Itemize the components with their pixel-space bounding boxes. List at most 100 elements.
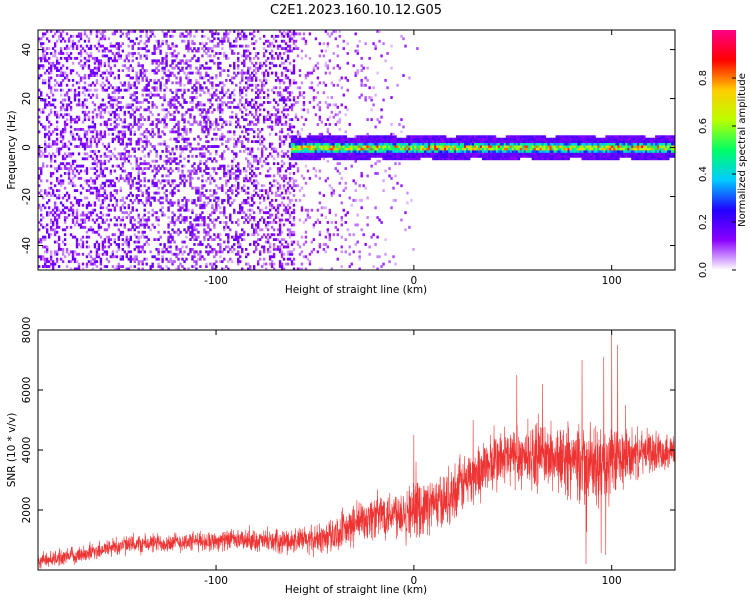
heatmap-cell bbox=[270, 113, 274, 117]
heatmap-cell bbox=[173, 96, 176, 99]
heatmap-cell bbox=[322, 152, 326, 156]
heatmap-cell bbox=[187, 142, 190, 146]
heatmap-cell bbox=[247, 83, 250, 87]
heatmap-cell bbox=[61, 196, 65, 200]
heatmap-cell bbox=[91, 186, 95, 190]
heatmap-cell bbox=[215, 125, 218, 129]
heatmap-cell bbox=[181, 206, 184, 210]
heatmap-cell bbox=[250, 147, 254, 151]
heatmap-cell bbox=[334, 137, 337, 141]
heatmap-cell bbox=[193, 198, 196, 202]
heatmap-cell bbox=[292, 140, 296, 144]
heatmap-cell bbox=[57, 245, 61, 249]
heatmap-cell bbox=[55, 74, 59, 77]
heatmap-cell bbox=[282, 96, 286, 99]
heatmap-cell bbox=[55, 179, 59, 183]
heatmap-cell bbox=[308, 142, 312, 146]
heatmap-cell bbox=[195, 91, 198, 95]
heatmap-cell bbox=[292, 34, 296, 38]
heatmap-cell bbox=[282, 88, 286, 92]
heatmap-cell bbox=[123, 130, 126, 134]
heatmap-cell bbox=[127, 37, 130, 41]
heatmap-cell bbox=[247, 101, 250, 104]
heatmap-cell bbox=[129, 216, 132, 219]
heatmap-cell bbox=[185, 208, 188, 212]
heatmap-cell bbox=[366, 78, 369, 82]
heatmap-cell bbox=[300, 147, 304, 151]
heatmap-cell bbox=[278, 225, 282, 229]
heatmap-cell bbox=[53, 216, 57, 219]
heatmap-cell bbox=[278, 115, 282, 119]
heatmap-cell bbox=[239, 203, 242, 207]
heatmap-cell bbox=[264, 162, 268, 166]
heatmap-cell bbox=[183, 101, 186, 104]
heatmap-cell bbox=[372, 154, 375, 158]
heatmap-cell bbox=[254, 140, 258, 144]
heatmap-cell bbox=[247, 137, 250, 141]
heatmap-cell bbox=[183, 140, 186, 144]
heatmap-cell bbox=[165, 113, 168, 117]
heatmap-cell bbox=[167, 201, 170, 205]
heatmap-cell bbox=[219, 260, 222, 264]
heatmap-cell bbox=[245, 157, 248, 161]
heatmap-cell bbox=[213, 262, 216, 266]
heatmap-cell bbox=[280, 265, 284, 268]
heatmap-cell bbox=[139, 125, 142, 129]
heatmap-cell bbox=[276, 110, 280, 114]
heatmap-cell bbox=[249, 103, 252, 107]
heatmap-cell bbox=[187, 174, 190, 178]
heatmap-cell bbox=[55, 169, 59, 173]
heatmap-cell bbox=[219, 66, 222, 70]
heatmap-cell bbox=[332, 233, 336, 237]
heatmap-cell bbox=[105, 235, 109, 239]
heatmap-cell bbox=[83, 88, 87, 92]
heatmap-cell bbox=[203, 216, 206, 219]
heatmap-cell bbox=[131, 181, 134, 185]
heatmap-cell bbox=[115, 201, 119, 205]
heatmap-cell bbox=[252, 103, 256, 107]
heatmap-cell bbox=[165, 265, 168, 268]
heatmap-cell bbox=[135, 56, 138, 60]
heatmap-cell bbox=[187, 59, 190, 63]
heatmap-cell bbox=[189, 96, 192, 99]
heatmap-cell bbox=[324, 64, 328, 68]
heatmap-cell bbox=[209, 105, 212, 109]
heatmap-cell bbox=[95, 218, 99, 222]
heatmap-cell bbox=[177, 96, 180, 99]
heatmap-cell bbox=[318, 140, 322, 144]
heatmap-cell bbox=[71, 47, 75, 50]
heatmap-cell bbox=[61, 252, 65, 256]
heatmap-cell bbox=[137, 52, 140, 55]
heatmap-cell bbox=[81, 110, 85, 114]
heatmap-cell bbox=[115, 125, 119, 129]
heatmap-cell bbox=[338, 157, 341, 161]
heatmap-cell bbox=[239, 108, 242, 112]
heatmap-cell bbox=[93, 221, 97, 224]
heatmap-cell bbox=[55, 110, 59, 114]
heatmap-cell bbox=[75, 145, 79, 148]
heatmap-cell bbox=[117, 91, 121, 95]
heatmap-cell bbox=[51, 98, 55, 102]
heatmap-cell bbox=[211, 221, 214, 224]
heatmap-cell bbox=[360, 150, 363, 153]
heatmap-cell bbox=[177, 265, 180, 268]
heatmap-cell bbox=[195, 262, 198, 266]
heatmap-cell bbox=[77, 172, 81, 175]
heatmap-cell bbox=[69, 52, 73, 55]
heatmap-cell bbox=[63, 120, 67, 124]
heatmap-cell bbox=[221, 211, 224, 215]
heatmap-cell bbox=[211, 83, 214, 87]
heatmap-cell bbox=[239, 243, 242, 246]
heatmap-cell bbox=[189, 130, 192, 134]
heatmap-cell bbox=[173, 137, 176, 141]
heatmap-cell bbox=[187, 120, 190, 124]
heatmap-cell bbox=[340, 250, 343, 254]
heatmap-cell bbox=[284, 208, 288, 212]
heatmap-cell bbox=[292, 181, 296, 185]
heatmap-cell bbox=[286, 208, 290, 212]
heatmap-cell bbox=[131, 98, 134, 102]
heatmap-cell bbox=[187, 44, 190, 48]
heatmap-cell bbox=[346, 154, 349, 158]
heatmap-cell bbox=[57, 247, 61, 251]
heatmap-cell bbox=[223, 221, 226, 224]
